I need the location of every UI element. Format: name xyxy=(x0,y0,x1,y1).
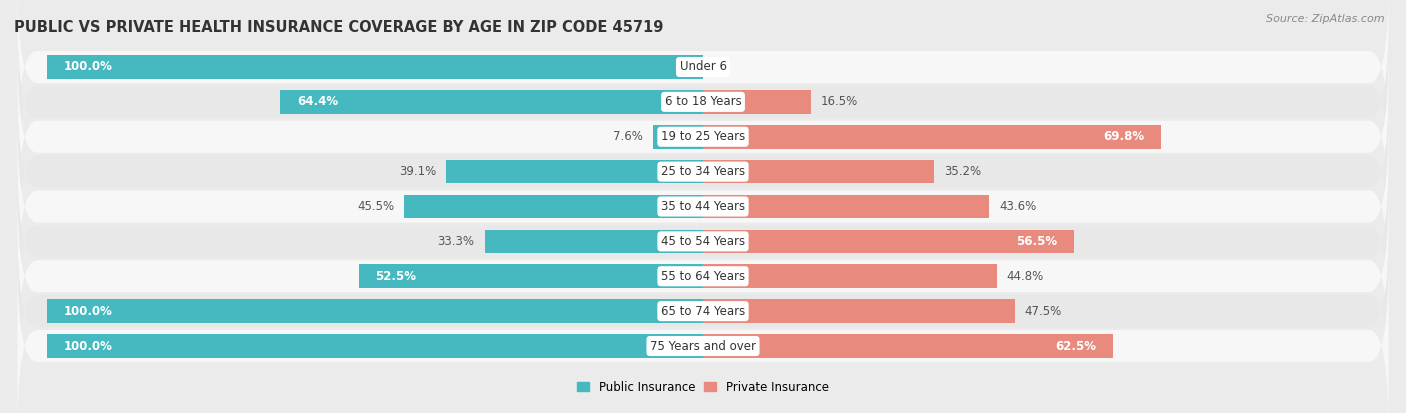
Bar xyxy=(703,160,934,183)
Bar xyxy=(46,334,703,358)
Text: 100.0%: 100.0% xyxy=(63,339,112,353)
Text: 45 to 54 Years: 45 to 54 Years xyxy=(661,235,745,248)
Text: 47.5%: 47.5% xyxy=(1025,305,1062,318)
Bar xyxy=(447,160,703,183)
Text: 43.6%: 43.6% xyxy=(998,200,1036,213)
Bar xyxy=(703,195,988,218)
FancyBboxPatch shape xyxy=(17,0,1389,156)
Text: 64.4%: 64.4% xyxy=(297,95,337,108)
Text: 35 to 44 Years: 35 to 44 Years xyxy=(661,200,745,213)
FancyBboxPatch shape xyxy=(17,153,1389,330)
Text: 19 to 25 Years: 19 to 25 Years xyxy=(661,130,745,143)
FancyBboxPatch shape xyxy=(17,188,1389,365)
Text: 44.8%: 44.8% xyxy=(1007,270,1045,283)
Text: 100.0%: 100.0% xyxy=(63,60,112,74)
Text: 6 to 18 Years: 6 to 18 Years xyxy=(665,95,741,108)
Text: Source: ZipAtlas.com: Source: ZipAtlas.com xyxy=(1267,14,1385,24)
Bar xyxy=(703,264,997,288)
FancyBboxPatch shape xyxy=(17,223,1389,400)
Text: 25 to 34 Years: 25 to 34 Years xyxy=(661,165,745,178)
Bar xyxy=(46,55,703,79)
Text: 62.5%: 62.5% xyxy=(1056,339,1097,353)
Text: 7.6%: 7.6% xyxy=(613,130,644,143)
Text: 75 Years and over: 75 Years and over xyxy=(650,339,756,353)
Bar xyxy=(703,299,1015,323)
Text: 55 to 64 Years: 55 to 64 Years xyxy=(661,270,745,283)
Bar xyxy=(280,90,703,114)
FancyBboxPatch shape xyxy=(17,48,1389,225)
Bar xyxy=(359,264,703,288)
Text: 45.5%: 45.5% xyxy=(357,200,395,213)
Text: 16.5%: 16.5% xyxy=(821,95,858,108)
Text: 39.1%: 39.1% xyxy=(399,165,437,178)
Text: 65 to 74 Years: 65 to 74 Years xyxy=(661,305,745,318)
Bar xyxy=(46,299,703,323)
Text: 100.0%: 100.0% xyxy=(63,305,112,318)
Text: 69.8%: 69.8% xyxy=(1104,130,1144,143)
Bar xyxy=(703,334,1114,358)
Text: 56.5%: 56.5% xyxy=(1017,235,1057,248)
FancyBboxPatch shape xyxy=(17,257,1389,413)
Text: 35.2%: 35.2% xyxy=(943,165,981,178)
Legend: Public Insurance, Private Insurance: Public Insurance, Private Insurance xyxy=(572,376,834,399)
Text: 52.5%: 52.5% xyxy=(375,270,416,283)
Bar xyxy=(703,125,1161,149)
Text: 33.3%: 33.3% xyxy=(437,235,475,248)
FancyBboxPatch shape xyxy=(17,83,1389,260)
Text: PUBLIC VS PRIVATE HEALTH INSURANCE COVERAGE BY AGE IN ZIP CODE 45719: PUBLIC VS PRIVATE HEALTH INSURANCE COVER… xyxy=(14,20,664,35)
FancyBboxPatch shape xyxy=(17,13,1389,190)
Text: Under 6: Under 6 xyxy=(679,60,727,74)
Bar xyxy=(485,230,703,253)
Bar xyxy=(703,90,811,114)
Bar xyxy=(405,195,703,218)
Bar xyxy=(654,125,703,149)
FancyBboxPatch shape xyxy=(17,118,1389,295)
Bar xyxy=(703,230,1074,253)
